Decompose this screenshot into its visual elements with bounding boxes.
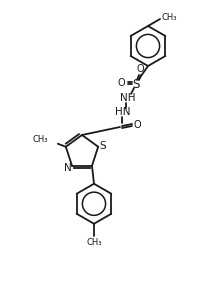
Text: CH₃: CH₃ bbox=[162, 14, 177, 22]
Text: N: N bbox=[64, 163, 72, 173]
Text: HN: HN bbox=[115, 107, 131, 117]
Text: O: O bbox=[133, 120, 141, 130]
Text: CH₃: CH₃ bbox=[32, 135, 48, 144]
Text: NH: NH bbox=[120, 93, 136, 103]
Text: S: S bbox=[100, 141, 107, 151]
Text: CH₃: CH₃ bbox=[86, 238, 102, 247]
Text: O: O bbox=[136, 64, 144, 74]
Text: S: S bbox=[132, 77, 140, 91]
Text: O: O bbox=[117, 78, 125, 88]
